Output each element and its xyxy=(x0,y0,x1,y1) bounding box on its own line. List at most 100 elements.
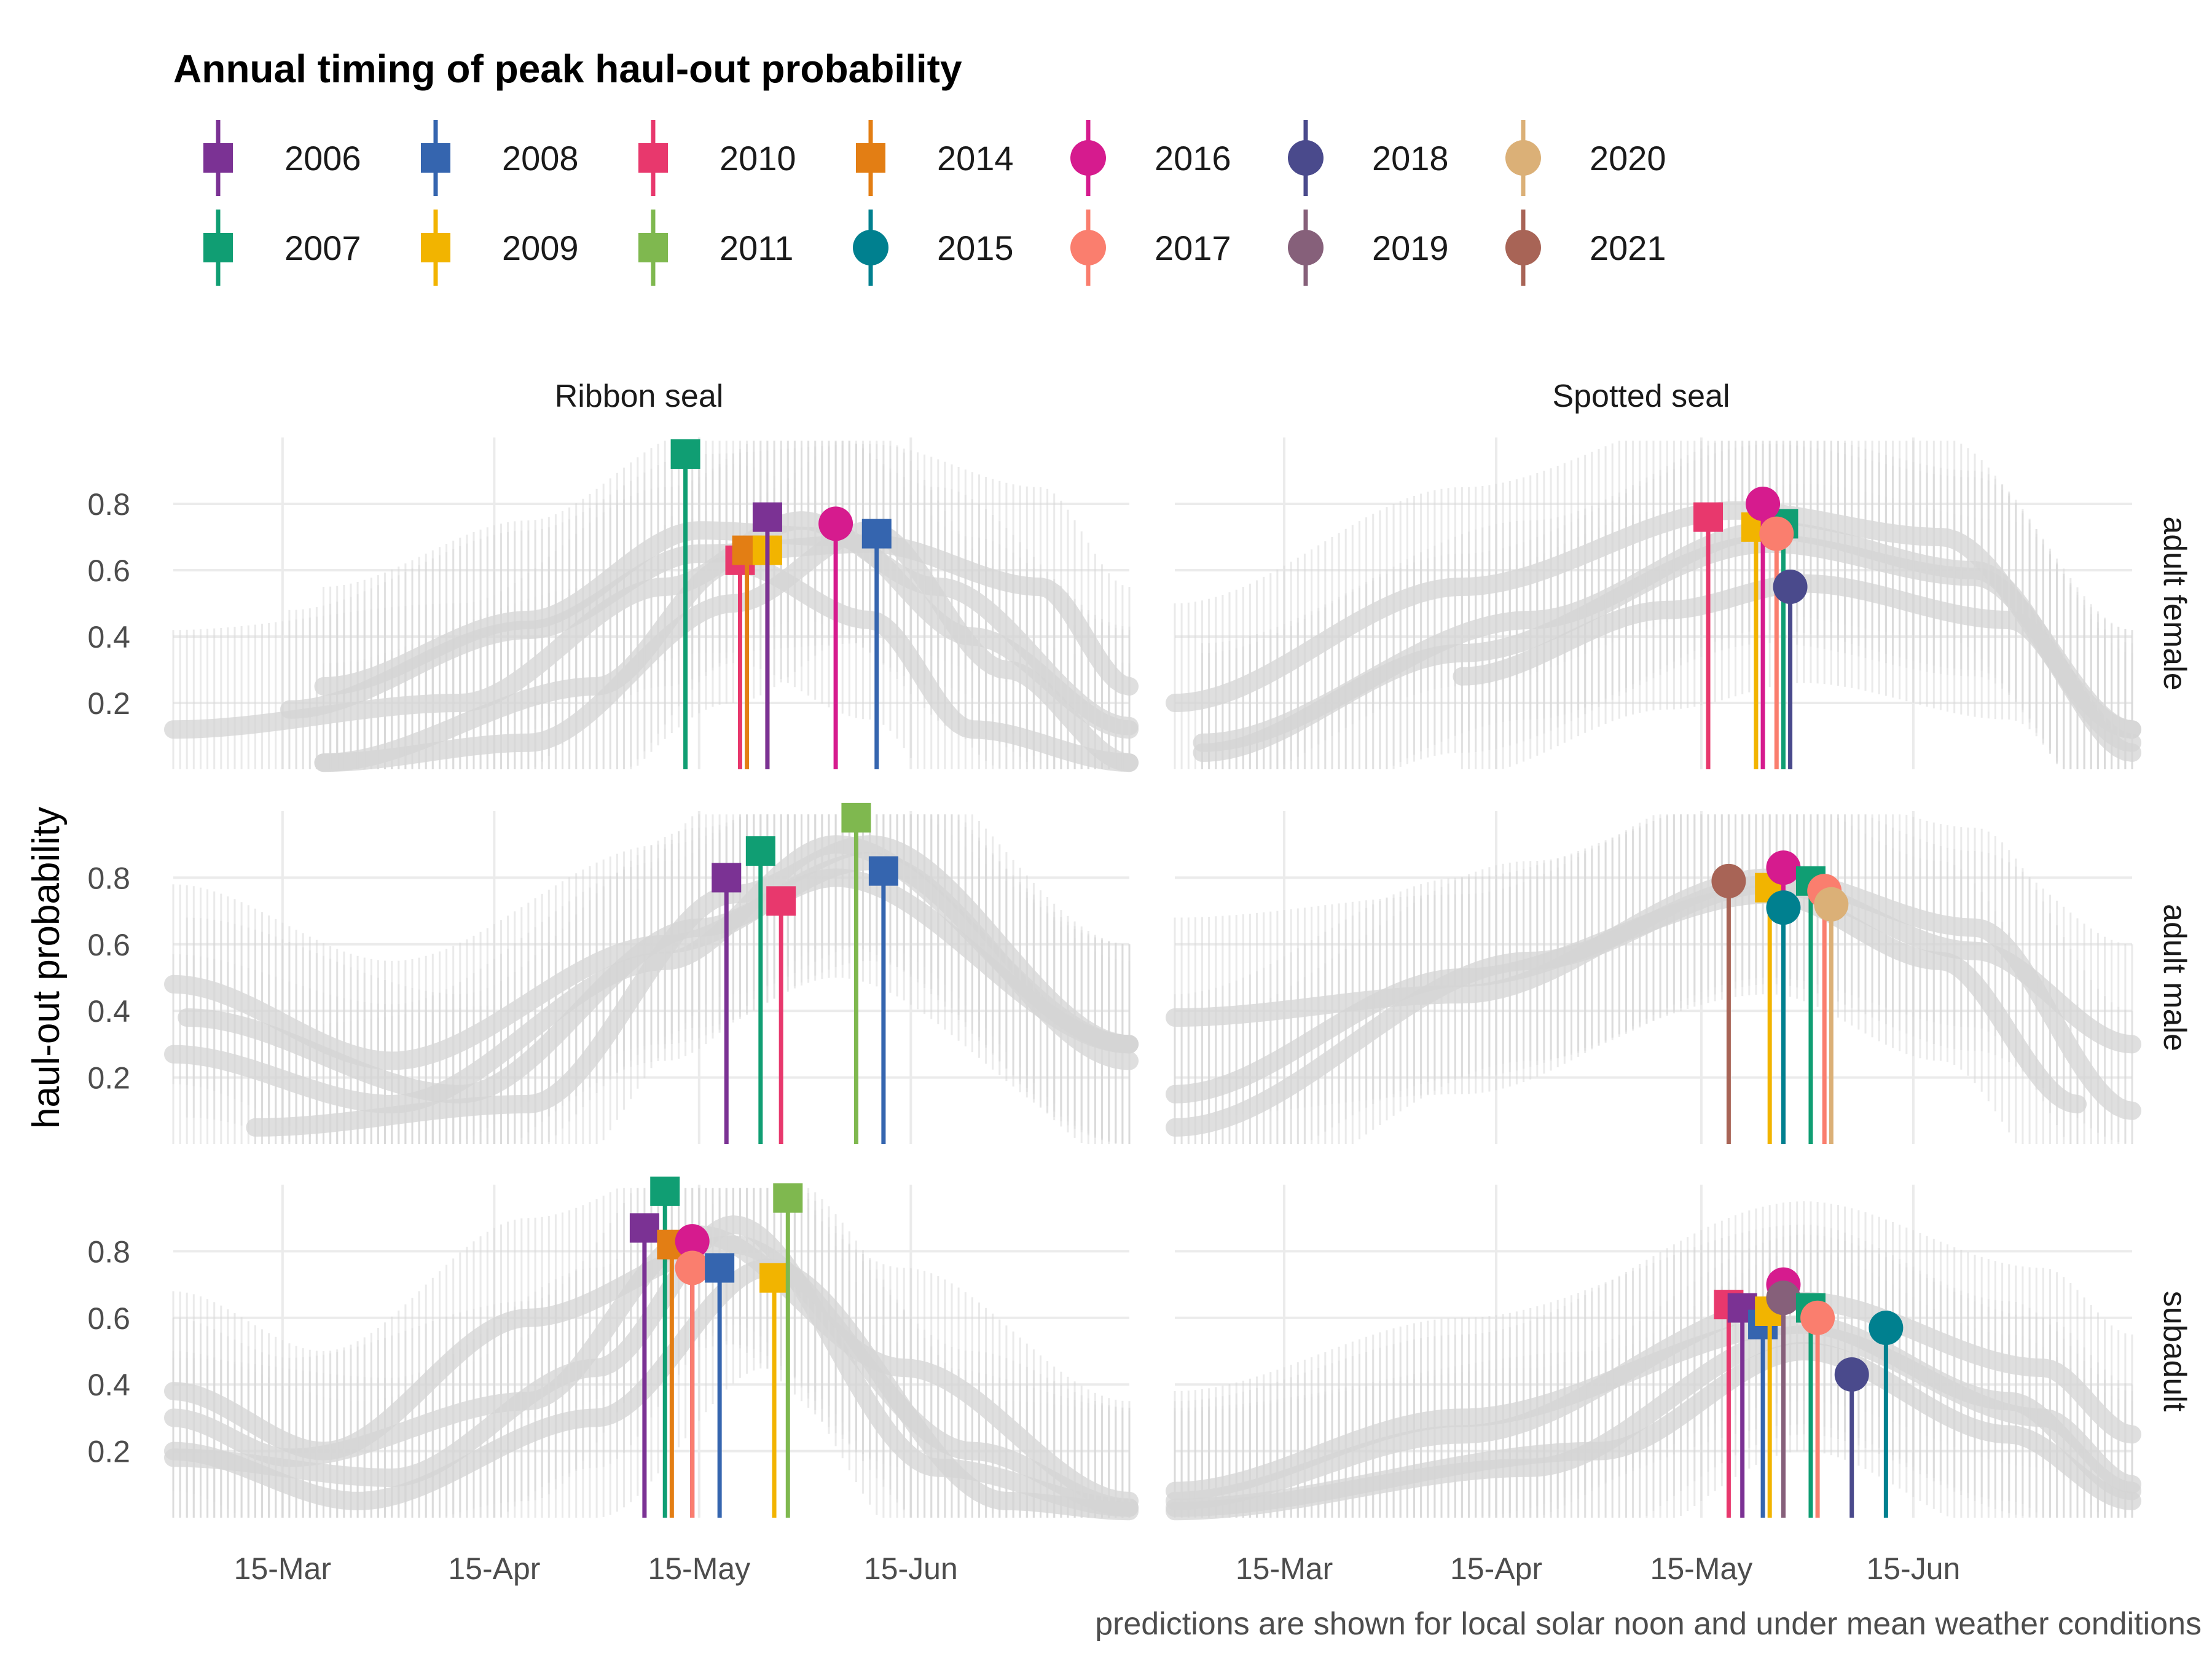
legend-circle-marker xyxy=(1070,140,1106,176)
curve-line xyxy=(280,534,1139,719)
peak-2008 xyxy=(868,856,898,1144)
x-tick-label: 15-Apr xyxy=(1450,1551,1542,1586)
peak-circle-marker xyxy=(818,506,853,541)
peak-circle-marker xyxy=(1746,487,1781,521)
panel-ribbon-seal-adult-female: 0.2 0.4 0.6 0.8 xyxy=(87,437,1139,772)
y-axis-label: haul-out probability xyxy=(25,807,68,1129)
uncertainty-band xyxy=(1174,814,2079,1144)
legend-item-2018: 2018 xyxy=(1288,120,1449,196)
peak-square-marker xyxy=(1693,502,1724,532)
peak-circle-marker xyxy=(1766,850,1801,885)
peak-2017 xyxy=(675,1250,710,1518)
y-tick-label: 0.6 xyxy=(87,928,130,962)
legend-label: 2009 xyxy=(502,229,579,267)
peak-2018 xyxy=(1773,570,1808,769)
legend-square-marker xyxy=(203,233,233,262)
legend-item-2009: 2009 xyxy=(421,210,579,286)
y-tick-label: 0.4 xyxy=(87,994,130,1029)
peak-2010 xyxy=(766,886,796,1144)
peak-2008 xyxy=(861,519,892,769)
legend-item-2011: 2011 xyxy=(638,210,793,286)
peak-2007 xyxy=(745,836,775,1144)
legend-label: 2014 xyxy=(937,139,1014,178)
chart-caption: predictions are shown for local solar no… xyxy=(1095,1606,2202,1642)
legend-item-2015: 2015 xyxy=(853,210,1014,286)
x-tick-label: 15-Apr xyxy=(448,1551,540,1586)
peak-2018 xyxy=(1834,1357,1869,1518)
strip-col-0: Ribbon seal xyxy=(555,378,724,414)
legend: 2006 2007 2008 2009 2010 2011 2014 2015 2016 2017… xyxy=(203,120,1666,286)
legend-item-2020: 2020 xyxy=(1505,120,1666,196)
peak-square-marker xyxy=(712,863,742,893)
prediction-curve xyxy=(1166,814,2087,1144)
legend-item-2014: 2014 xyxy=(856,120,1014,196)
legend-circle-marker xyxy=(1505,140,1541,176)
peak-2010 xyxy=(1693,502,1724,769)
panel-ribbon-seal-adult-male: 0.2 0.4 0.6 0.8 xyxy=(87,802,1139,1144)
y-tick-label: 0.8 xyxy=(87,1234,130,1269)
peak-square-marker xyxy=(745,836,775,866)
peak-2010 xyxy=(725,545,755,769)
peak-2006 xyxy=(752,502,782,769)
panel-spotted-seal-subadult: 15-Mar 15-Apr 15-May 15-Jun xyxy=(1166,1185,2141,1586)
legend-label: 2021 xyxy=(1590,229,1666,267)
peak-2017 xyxy=(1800,1300,1835,1518)
prediction-curve xyxy=(280,444,1139,769)
peak-2006 xyxy=(629,1213,659,1518)
curve-line xyxy=(164,1258,1139,1521)
x-tick-label: 15-Jun xyxy=(1866,1551,1960,1586)
curve-line xyxy=(164,1235,1139,1517)
peak-circle-marker xyxy=(1834,1357,1869,1392)
legend-item-2007: 2007 xyxy=(203,210,361,286)
peak-circle-marker xyxy=(1800,1300,1835,1335)
legend-item-2019: 2019 xyxy=(1288,210,1449,286)
peak-circle-marker xyxy=(1711,863,1746,898)
peak-2015 xyxy=(1766,890,1801,1144)
strip-row-1: adult male xyxy=(2157,904,2192,1051)
legend-square-marker xyxy=(421,233,450,262)
y-tick-label: 0.8 xyxy=(87,487,130,522)
legend-circle-marker xyxy=(1288,230,1324,265)
peak-2008 xyxy=(705,1253,735,1518)
legend-label: 2017 xyxy=(1155,229,1231,267)
strip-row-2: subadult xyxy=(2157,1291,2192,1412)
legend-circle-marker xyxy=(853,230,888,265)
peak-square-marker xyxy=(650,1176,680,1206)
strip-col-1: Spotted seal xyxy=(1552,378,1730,414)
legend-item-2021: 2021 xyxy=(1505,210,1666,286)
peak-2006 xyxy=(1727,1293,1757,1518)
legend-label: 2007 xyxy=(284,229,361,267)
peak-square-marker xyxy=(705,1253,735,1283)
peak-circle-marker xyxy=(1759,516,1794,551)
y-tick-label: 0.2 xyxy=(87,1435,130,1469)
legend-square-marker xyxy=(638,143,668,173)
peak-circle-marker xyxy=(1766,1281,1801,1316)
y-tick-label: 0.8 xyxy=(87,861,130,895)
legend-square-marker xyxy=(856,143,885,173)
peak-2007 xyxy=(670,439,700,769)
peak-circle-marker xyxy=(1869,1311,1904,1346)
peak-square-marker xyxy=(841,802,871,833)
legend-item-2010: 2010 xyxy=(638,120,796,196)
peak-square-marker xyxy=(766,886,796,916)
peak-2016 xyxy=(818,506,853,769)
peak-square-marker xyxy=(759,1263,790,1293)
peak-square-marker xyxy=(670,439,700,469)
legend-circle-marker xyxy=(1070,230,1106,265)
legend-label: 2016 xyxy=(1155,139,1231,178)
peak-2009 xyxy=(759,1263,790,1518)
panel-spotted-seal-adult-male xyxy=(1166,811,2141,1144)
prediction-curve xyxy=(1166,1251,2141,1518)
x-tick-label: 15-Mar xyxy=(234,1551,331,1586)
peak-circle-marker xyxy=(1814,887,1849,922)
y-tick-label: 0.2 xyxy=(87,686,130,721)
peak-square-marker xyxy=(868,856,898,886)
legend-circle-marker xyxy=(1288,140,1324,176)
peak-circle-marker xyxy=(675,1250,710,1285)
legend-square-marker xyxy=(638,233,668,262)
peak-2021 xyxy=(1711,863,1746,1144)
legend-item-2008: 2008 xyxy=(421,120,579,196)
strip-row-0: adult female xyxy=(2157,516,2192,690)
peak-2006 xyxy=(712,863,742,1144)
legend-label: 2010 xyxy=(720,139,796,178)
